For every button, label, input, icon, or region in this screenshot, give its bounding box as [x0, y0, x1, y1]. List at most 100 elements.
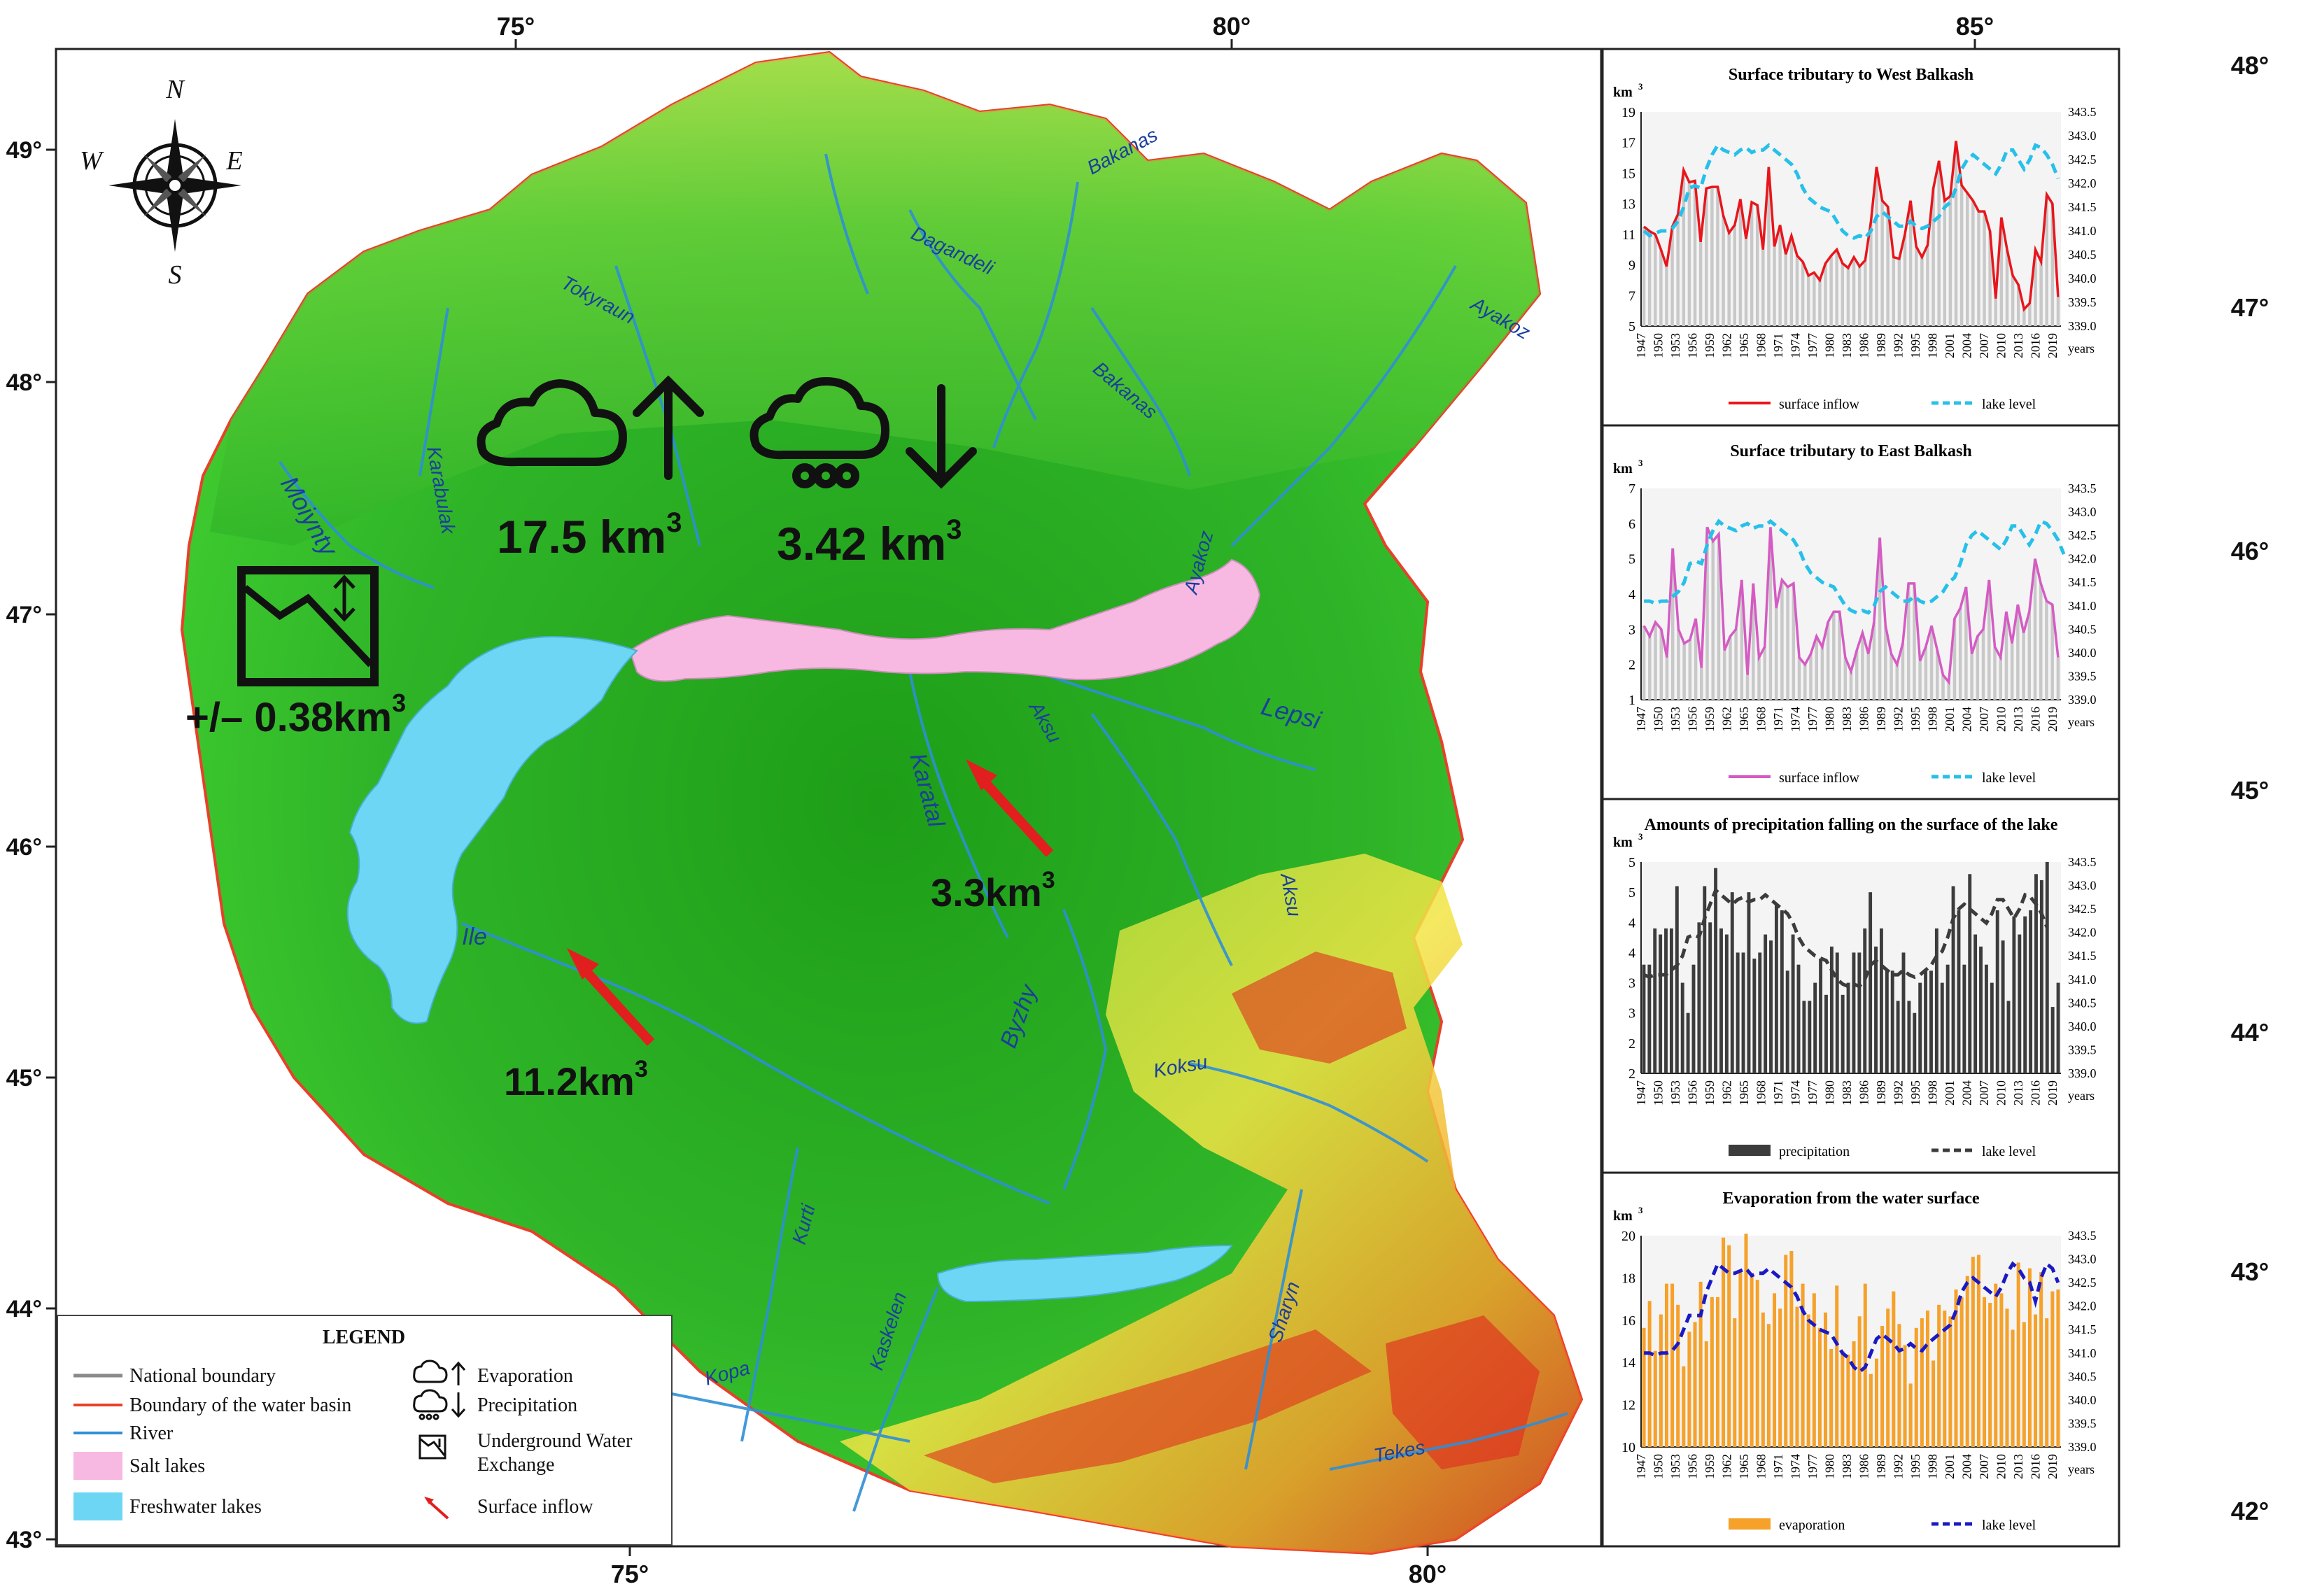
- chart-xlabel: years: [2068, 715, 2095, 729]
- data-bar: [1741, 952, 1745, 1073]
- y-tick-label: 7: [1628, 288, 1635, 304]
- data-bar: [2001, 940, 2005, 1073]
- data-bar: [2045, 862, 2049, 1073]
- bg-bar: [1757, 657, 1761, 700]
- data-bar: [1857, 1316, 1862, 1447]
- x-tick-label: 1956: [1686, 1454, 1700, 1479]
- data-bar: [1929, 970, 1933, 1073]
- lon-tick-top-80: 80°: [1213, 12, 1251, 41]
- bg-bar: [1815, 636, 1818, 700]
- chart-ylabel-sup: 3: [1638, 458, 1643, 468]
- data-bar: [1736, 952, 1740, 1073]
- bg-bar: [1872, 622, 1876, 700]
- bg-bar: [1903, 234, 1907, 326]
- chart-panel-frame: [1600, 48, 2120, 1548]
- legend-label: lake level: [1982, 1144, 2036, 1159]
- data-bar: [1908, 1383, 1913, 1447]
- y2-tick-label: 342.0: [2068, 1299, 2097, 1313]
- x-tick-label: 1965: [1737, 1080, 1751, 1106]
- y-tick-label: 1: [1628, 693, 1635, 708]
- y2-tick-label: 342.5: [2068, 1276, 2097, 1290]
- y-tick-label: 5: [1628, 885, 1635, 901]
- x-tick-label: 1968: [1754, 707, 1768, 732]
- bg-bar: [1659, 249, 1663, 326]
- bg-bar: [1826, 622, 1830, 700]
- y-tick-label: 3: [1628, 1006, 1635, 1022]
- data-bar: [1841, 994, 1845, 1073]
- x-tick-label: 1974: [1789, 1454, 1803, 1479]
- data-bar: [1795, 1306, 1799, 1447]
- y2-tick-label: 343.0: [2068, 129, 2097, 143]
- lat-tick-right-44: 44°: [2231, 1018, 2269, 1047]
- y-tick-label: 14: [1621, 1355, 1635, 1371]
- bg-bar: [1999, 217, 2004, 326]
- chart-title: Surface tributary to East Balkash: [1730, 442, 1971, 460]
- data-bar: [1934, 928, 1938, 1073]
- data-bar: [1686, 1012, 1690, 1073]
- y2-tick-label: 343.0: [2068, 879, 2097, 893]
- bg-bar: [1869, 222, 1873, 326]
- bg-bar: [1717, 534, 1721, 700]
- data-bar: [1808, 1001, 1812, 1073]
- bg-bar: [1768, 527, 1773, 700]
- x-tick-label: 1995: [1908, 707, 1922, 732]
- data-bar: [1903, 1345, 1907, 1447]
- data-bar: [1778, 1308, 1782, 1447]
- bg-bar: [1918, 661, 1922, 700]
- bg-bar: [1659, 629, 1663, 700]
- bg-bar: [1892, 257, 1896, 326]
- precipitation-down-arrow: [906, 384, 977, 489]
- data-bar: [1990, 982, 1994, 1073]
- data-bar: [1968, 874, 1972, 1073]
- x-tick-label: 2019: [2046, 1080, 2060, 1106]
- data-bar: [1885, 970, 1889, 1073]
- data-bar: [1744, 1234, 1748, 1447]
- data-bar: [1914, 1327, 1918, 1447]
- mountain-ridge-1: [1232, 952, 1407, 1064]
- x-tick-label: 1992: [1892, 1080, 1906, 1106]
- legend-underground-icon: [418, 1434, 446, 1460]
- x-tick-label: 1971: [1771, 1080, 1785, 1106]
- data-bar: [1976, 1255, 1980, 1447]
- data-bar: [1951, 886, 1955, 1073]
- series-line: [1642, 526, 2060, 686]
- bg-bar: [1846, 267, 1850, 326]
- lat-tick-left-49: 49°: [6, 137, 42, 164]
- bg-bar: [1670, 548, 1675, 700]
- bg-bar: [1970, 654, 1973, 700]
- y2-tick-label: 340.0: [2068, 271, 2097, 285]
- x-tick-label: 1977: [1806, 333, 1820, 358]
- y-tick-label: 9: [1628, 258, 1635, 274]
- bg-bar: [1832, 612, 1836, 700]
- y2-tick-label: 342.0: [2068, 176, 2097, 190]
- data-bar: [2034, 1314, 2038, 1447]
- chart-title: Evaporation from the water surface: [1722, 1189, 1979, 1208]
- y2-tick-label: 343.0: [2068, 1252, 2097, 1266]
- data-bar: [1791, 934, 1795, 1073]
- bg-bar: [1665, 266, 1668, 326]
- bg-bar: [2045, 195, 2048, 326]
- chart-xlabel: years: [2068, 1089, 2095, 1103]
- x-tick-label: 1962: [1720, 333, 1734, 358]
- bg-bar: [2039, 262, 2043, 326]
- x-tick-label: 1950: [1652, 1080, 1666, 1106]
- bg-bar: [1964, 586, 1968, 700]
- data-bar: [2039, 880, 2043, 1073]
- x-tick-label: 1986: [1857, 707, 1871, 732]
- lat-tick-left-43: 43°: [6, 1527, 42, 1553]
- data-bar: [1812, 1293, 1816, 1447]
- bg-bar: [1761, 249, 1765, 326]
- underground-exchange-icon: [237, 566, 379, 686]
- data-bar: [1715, 1297, 1719, 1447]
- data-bar: [1979, 946, 1983, 1073]
- y2-tick-label: 342.5: [2068, 153, 2097, 167]
- evaporation-up-arrow: [633, 375, 704, 480]
- bg-bar: [1773, 246, 1776, 326]
- bg-bar: [1890, 654, 1893, 700]
- x-tick-label: 1971: [1771, 333, 1785, 358]
- legend-label-underground: Underground Water: [477, 1430, 633, 1452]
- data-bar: [1653, 928, 1657, 1073]
- data-bar: [2045, 1318, 2049, 1447]
- x-tick-label: 2013: [2011, 707, 2025, 732]
